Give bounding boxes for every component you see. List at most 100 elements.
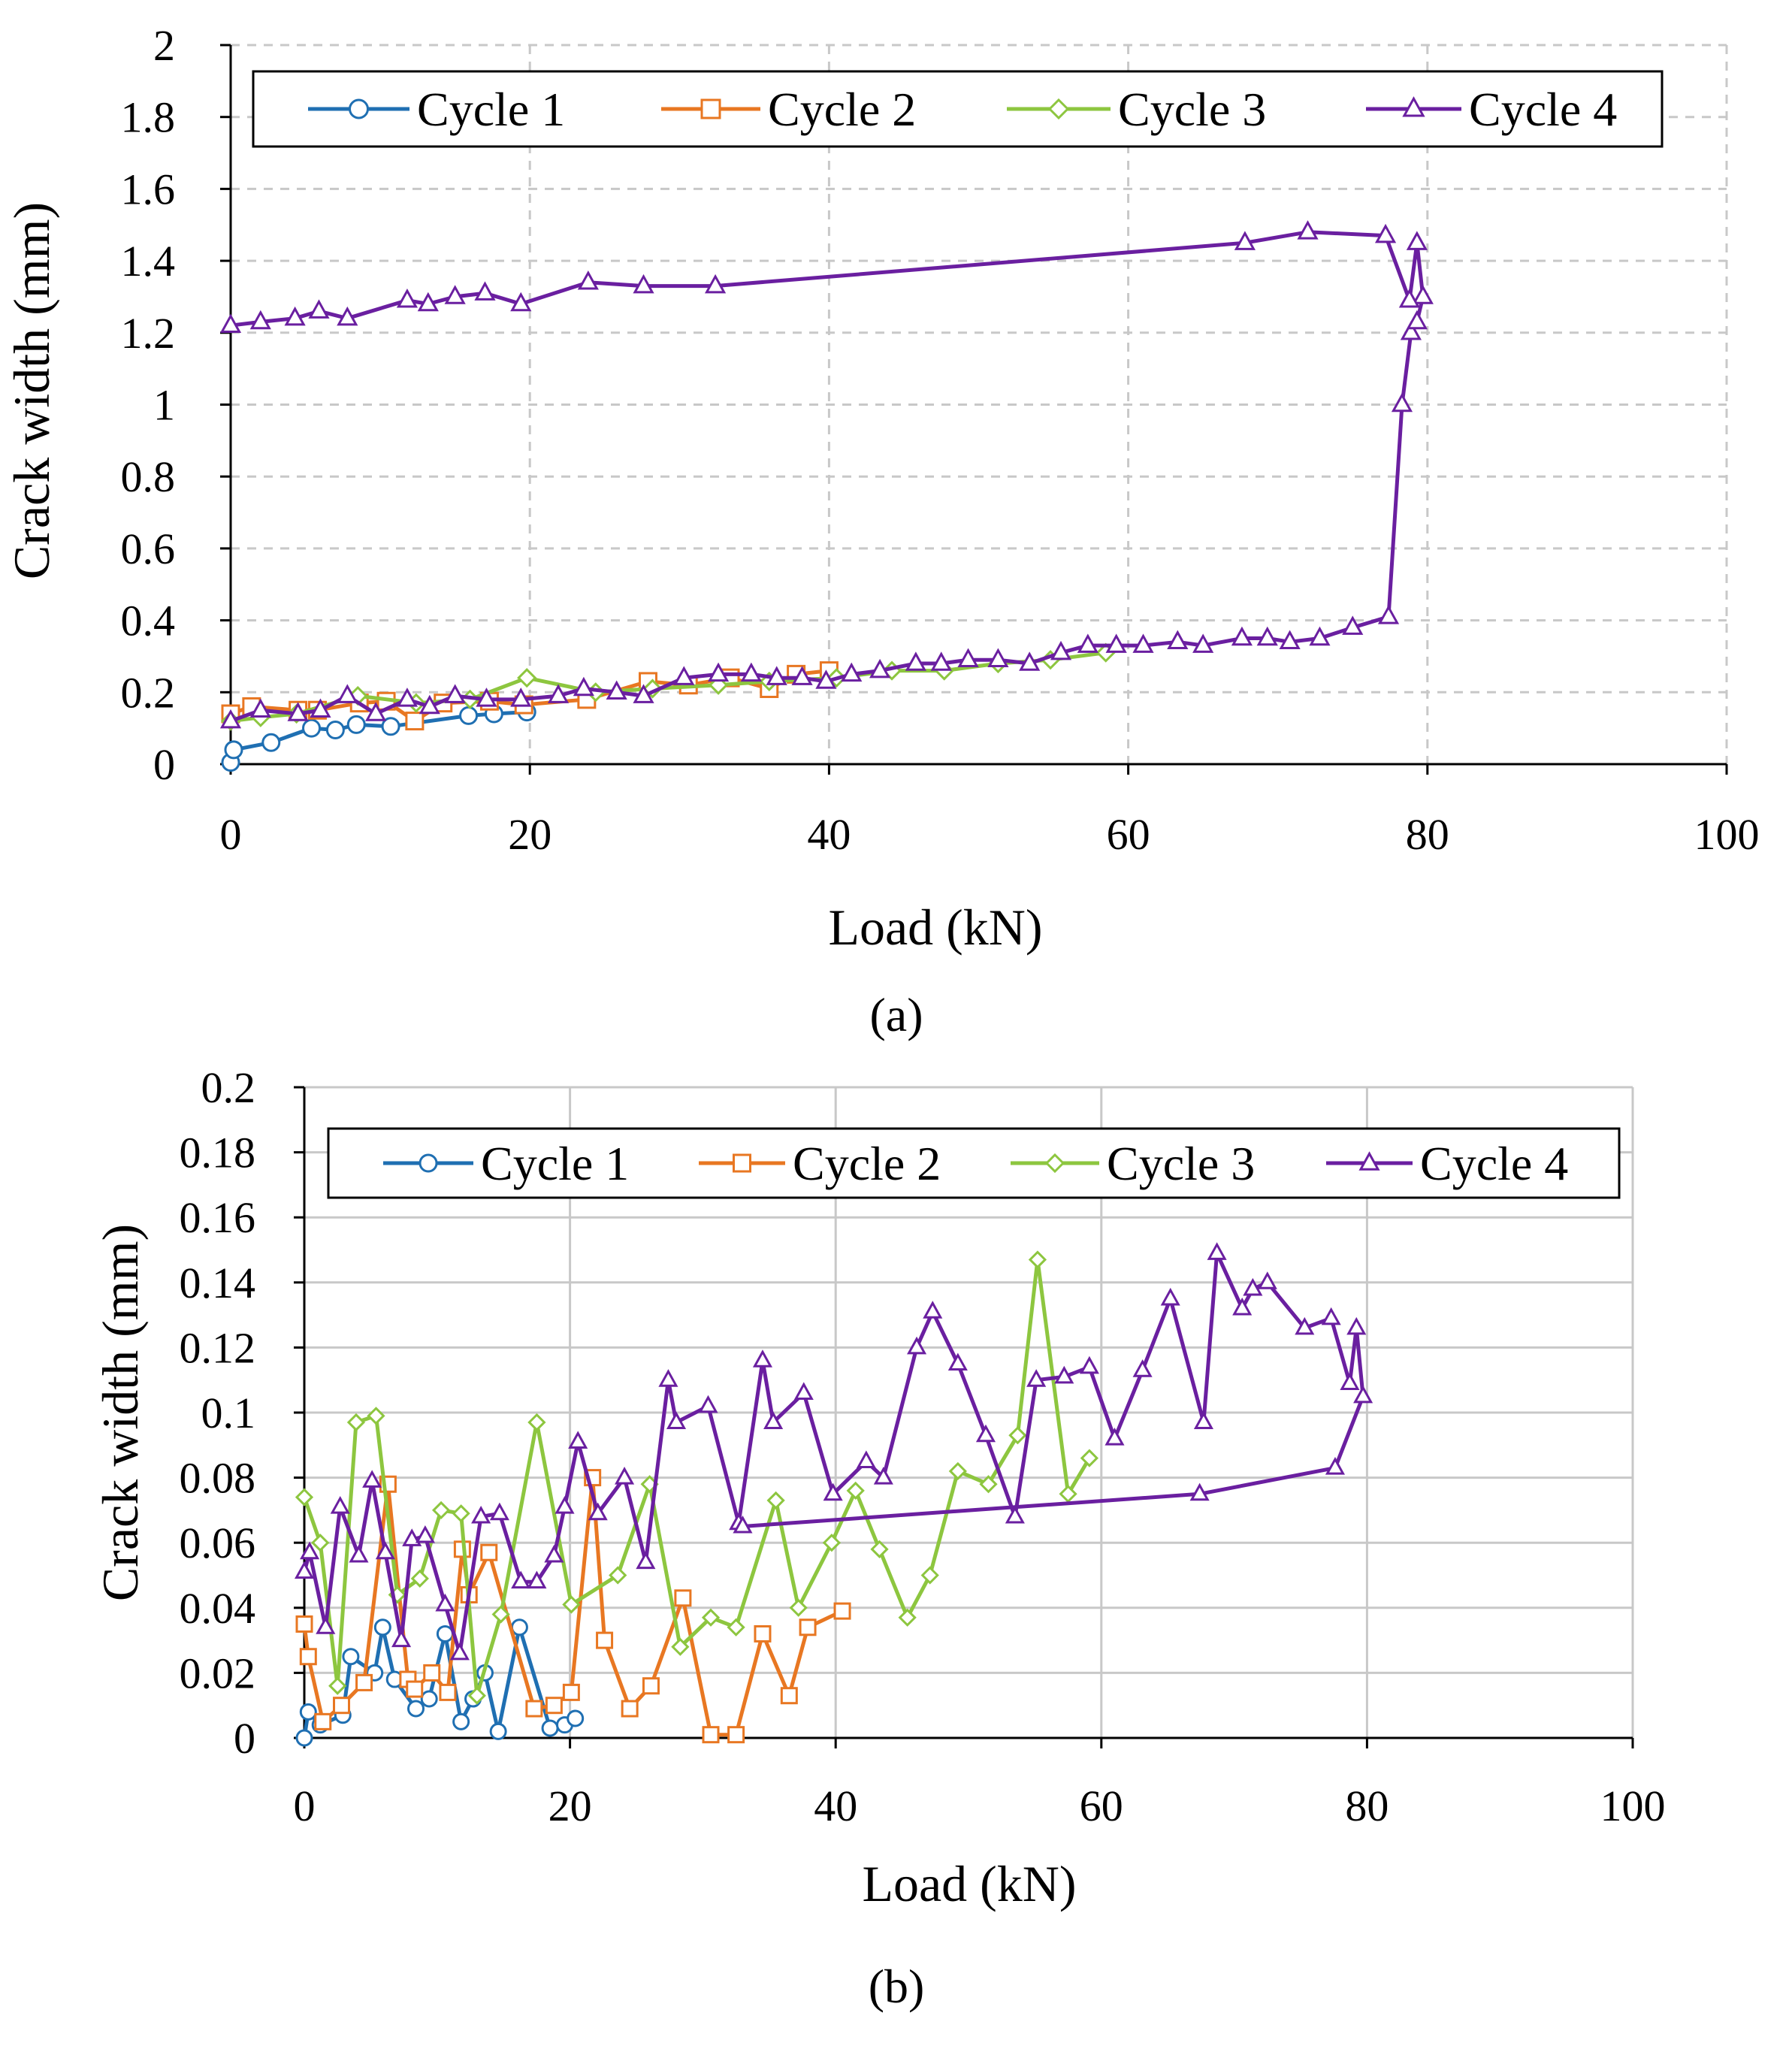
data-point-cycle-4 [1256,626,1278,646]
data-point-cycle-3 [491,1605,510,1624]
data-point-cycle-4 [1406,231,1428,250]
chart-b-legend: Cycle 1 Cycle 2 Cycle 3 Cycle 4 [327,1127,1621,1199]
legend-label: Cycle 1 [481,1137,629,1190]
x-tick-label: 20 [508,810,552,859]
y-tick-label: 0.1 [201,1389,256,1437]
data-point-cycle-4 [1353,1385,1373,1404]
data-point-cycle-3 [948,1461,967,1481]
chart-panel-b: 00.020.040.060.080.10.120.140.160.180.2 … [92,1063,1666,2013]
data-point-cycle-4 [1207,1242,1227,1260]
legend-item-cycle-2: Cycle 2 [661,83,916,136]
legend-item-cycle-3: Cycle 3 [1007,83,1266,136]
x-tick-label: 100 [1600,1782,1666,1830]
data-point-cycle-2 [314,1712,332,1730]
data-point-cycle-4 [1054,1365,1074,1384]
data-point-cycle-4 [489,1502,509,1521]
x-tick-label: 80 [1345,1782,1389,1830]
data-point-cycle-4 [573,676,594,697]
chart-b-x-tick-labels: 0 20 40 60 80 100 [294,1782,1666,1830]
y-tick-label: 0 [153,740,175,789]
x-tick-label: 60 [1107,810,1150,859]
data-point-cycle-4 [615,1466,635,1485]
data-point-cycle-4 [1325,1457,1346,1475]
y-tick-label: 0.14 [180,1259,256,1307]
data-point-cycle-2 [833,1602,851,1620]
y-tick-label: 1.6 [121,165,176,213]
chart-a-x-tick-labels: 0 20 40 60 80 100 [220,810,1760,859]
data-point-cycle-4 [1232,1297,1253,1316]
data-point-cycle-4 [1412,285,1434,304]
legend-item-cycle-1: Cycle 1 [308,83,565,136]
data-point-cycle-3 [517,668,537,688]
data-point-cycle-4 [375,1541,395,1560]
data-point-cycle-4 [294,1561,315,1579]
data-point-cycle-1 [299,1703,317,1721]
data-point-cycle-2 [333,1697,351,1715]
legend-marker-cycle-2 [733,1153,751,1173]
legend-label: Cycle 3 [1118,83,1266,136]
data-point-cycle-4 [337,684,358,703]
data-point-cycle-4 [402,1528,422,1546]
data-point-cycle-1 [381,717,400,736]
y-tick-label: 1 [153,381,175,430]
data-point-cycle-4 [330,1495,350,1514]
data-point-cycle-3 [846,1481,865,1501]
data-point-cycle-4 [316,1616,336,1634]
data-point-cycle-4 [396,688,419,707]
series-cycle-4 [294,1242,1373,1661]
data-point-cycle-4 [957,648,979,667]
data-point-cycle-1 [567,1709,585,1727]
data-point-cycle-1 [224,740,243,760]
chart-a-y-axis-title: Crack width (mm) [3,202,60,579]
legend-label: Cycle 2 [793,1137,941,1190]
data-point-cycle-4 [841,662,863,682]
data-point-cycle-1 [420,1690,438,1708]
data-point-cycle-4 [337,306,358,326]
y-tick-label: 1.8 [121,93,176,142]
data-point-cycle-4 [1346,1316,1367,1335]
data-point-cycle-4 [588,1502,608,1521]
data-point-cycle-4 [905,651,926,671]
data-point-cycle-4 [527,1570,547,1589]
legend-item-cycle-2: Cycle 2 [699,1137,941,1190]
data-point-cycle-1 [295,1729,313,1747]
chart-b-series [294,1242,1373,1747]
y-tick-label: 0.04 [180,1584,256,1633]
y-tick-label: 1.2 [121,309,176,358]
data-point-cycle-4 [419,694,440,715]
data-point-cycle-4 [740,662,762,682]
data-point-cycle-4 [923,1301,943,1319]
legend-item-cycle-3: Cycle 3 [1011,1137,1255,1190]
panel-a-caption: (a) [869,988,923,1041]
data-point-cycle-4 [417,292,439,312]
data-point-cycle-3 [1080,1449,1099,1467]
data-point-cycle-3 [410,1569,429,1588]
data-point-cycle-4 [1297,220,1319,240]
data-point-cycle-4 [633,274,654,294]
x-tick-label: 100 [1694,810,1760,859]
data-point-cycle-4 [391,1629,412,1648]
data-point-cycle-4 [606,680,627,700]
data-point-cycle-4 [1400,321,1422,340]
data-point-cycle-4 [1026,1369,1047,1387]
data-point-cycle-4 [449,1642,470,1661]
data-point-cycle-4 [1167,630,1189,650]
data-point-cycle-4 [1132,633,1154,653]
data-point-cycle-4 [1105,633,1127,653]
chart-a-y-tick-labels: 0 0.2 0.4 0.6 0.8 1 1.2 1.4 1.6 1.8 2 [121,21,176,789]
data-point-cycle-4 [815,669,837,689]
data-point-cycle-3 [789,1598,808,1617]
data-point-cycle-2 [299,1648,317,1666]
data-point-cycle-4 [1377,605,1400,624]
data-point-cycle-4 [1234,231,1256,250]
data-point-cycle-4 [476,688,497,707]
chart-a-series [219,220,1434,772]
data-point-cycle-2 [355,1673,373,1691]
data-point-cycle-4 [284,306,306,326]
data-point-cycle-4 [249,698,271,718]
data-point-cycle-3 [346,1413,366,1432]
y-tick-label: 0.6 [121,524,176,573]
legend-marker-cycle-4 [1358,1151,1380,1171]
data-point-cycle-3 [701,1608,721,1627]
data-point-cycle-3 [367,1407,385,1425]
